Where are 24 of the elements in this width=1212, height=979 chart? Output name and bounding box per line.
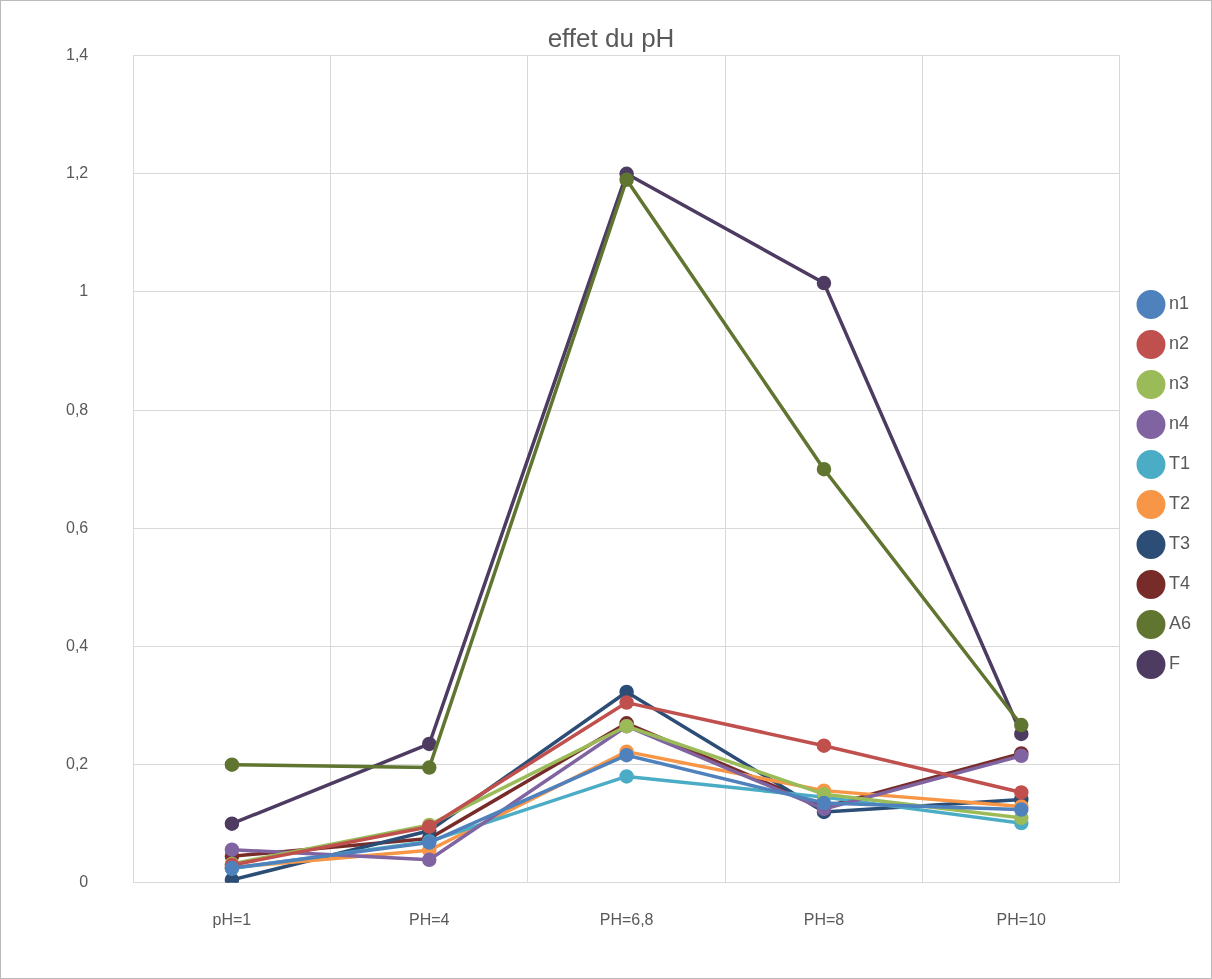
y-tick-label: 0,4	[65, 636, 89, 654]
legend-label: n2	[1168, 333, 1190, 354]
chart-title: effet du pH	[547, 23, 675, 54]
y-tick-label: 1,2	[65, 164, 89, 182]
x-tick-label: PH=8	[803, 910, 845, 928]
y-tick-label: 1	[79, 282, 89, 300]
legend-label: T1	[1168, 453, 1190, 474]
x-tick-label: PH=10	[996, 910, 1047, 928]
legend-label: n3	[1168, 373, 1190, 394]
legend-label: T4	[1168, 573, 1190, 594]
y-tick-label: 1,4	[65, 46, 89, 64]
x-tick-label: PH=4	[409, 910, 450, 928]
legend-label: F	[1168, 653, 1180, 674]
legend-label: T2	[1168, 493, 1190, 514]
y-tick-label: 0	[79, 873, 89, 891]
legend-label: n1	[1168, 293, 1190, 314]
legend-label: A6	[1168, 613, 1192, 634]
legend-label: T3	[1168, 533, 1190, 554]
y-tick-label: 0,2	[65, 755, 89, 773]
y-tick-label: 0,6	[65, 518, 89, 536]
x-tick-label: PH=6,8	[599, 910, 654, 928]
x-tick-label: pH=1	[212, 910, 252, 928]
y-tick-label: 0,8	[65, 400, 89, 418]
legend-label: n4	[1168, 413, 1190, 434]
